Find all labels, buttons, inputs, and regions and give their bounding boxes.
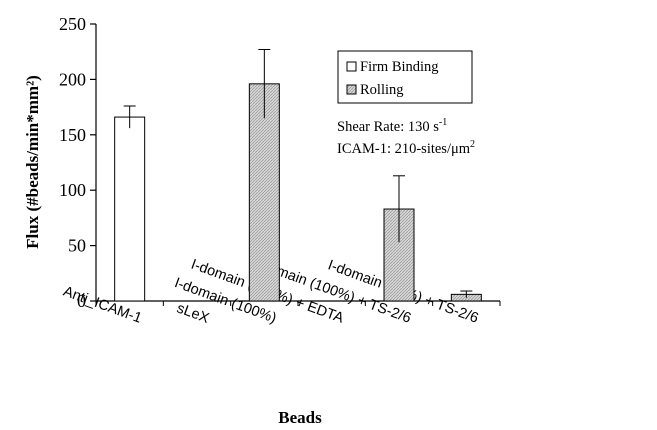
legend-label-rolling: Rolling [360,82,404,98]
x-axis-label: Beads [278,408,322,427]
x-tick-label: sLeX [175,300,212,326]
legend: Firm Binding Rolling [337,50,473,104]
legend-label-firm-binding: Firm Binding [360,59,439,75]
y-tick-label: 200 [59,69,86,89]
annotation-icam-density: ICAM-1: 210-sites/μm2 [337,139,475,157]
legend-swatch-firm-binding [346,61,357,72]
y-tick-label: 150 [59,125,86,145]
y-tick-label: 0 [77,291,86,311]
y-tick-label: 50 [68,236,86,256]
y-tick-label: 100 [59,180,86,200]
legend-box [337,50,473,104]
y-axis-label: Flux (#beads/min*mm²) [23,75,42,249]
y-axis-ticks: 0 50 100 150 200 250 [59,14,96,311]
annotation-shear-rate: Shear Rate: 130 s-1 [337,117,447,135]
y-tick-label: 250 [59,14,86,34]
bar-rolling [248,83,280,302]
bars [114,83,482,302]
legend-swatch-rolling [346,84,357,95]
bar-firm-binding [114,116,146,302]
error-bars [123,48,473,298]
